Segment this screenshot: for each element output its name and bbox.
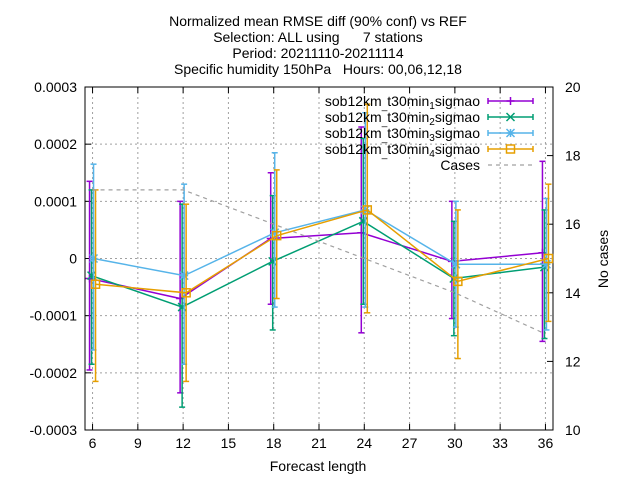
x-tick-label: 33 [492,435,508,451]
data-point [181,288,191,298]
legend: sob12km_t30min1sigmaosob12km_t30min2sigm… [325,93,534,173]
legend-marker [506,97,515,105]
legend-label: sob12km_t30min1sigmao [325,93,480,112]
data-point [453,276,463,287]
title-line-2: Selection: ALL using 7 stations [213,29,423,45]
data-point [451,259,461,269]
title-line-4: Specific humidity 150hPa Hours: 00,06,12… [174,61,462,77]
data-point [362,205,373,215]
legend-marker [505,112,516,122]
x-tick-label: 30 [447,435,463,451]
x-axis-label: Forecast length [270,458,367,474]
legend-marker [505,144,516,154]
series-line [95,209,549,294]
data-point [90,279,101,289]
series-2 [87,137,549,408]
axes: 6 9 12 15 18 21 24 27 30 33 36 -0.0003 -0.0002 -0.000… [30,79,581,451]
data-point [357,228,366,237]
legend-marker [505,128,516,138]
y2-axis-label: No cases [595,230,611,288]
y2-tick-label: 16 [565,216,581,232]
y-tick-label: 0.0001 [34,193,77,209]
x-tick-label: 36 [538,435,554,451]
y-tick-label: 0.0003 [34,79,77,95]
data-point [89,253,99,264]
series-3 [89,111,551,366]
title-line-1: Normalized mean RMSE diff (90% conf) vs … [169,13,467,29]
x-tick-label: 27 [402,435,418,451]
chart-title: Normalized mean RMSE diff (90% conf) vs … [169,13,467,77]
legend-label: sob12km_t30min4sigmao [325,141,480,160]
y2-tick-label: 14 [565,285,581,301]
y-tick-label: 0 [69,251,77,267]
x-tick-label: 24 [357,435,373,451]
y2-tick-label: 10 [565,422,581,438]
data-point [176,294,185,303]
y2-tick-label: 12 [565,353,581,369]
x-tick-label: 9 [134,435,142,451]
x-tick-label: 21 [311,435,327,451]
x-tick-label: 6 [89,435,97,451]
legend-label: sob12km_t30min2sigmao [325,109,480,128]
series-4 [90,103,554,383]
y2-tick-label: 18 [565,148,581,164]
y-tick-label: -0.0003 [30,422,78,438]
legend-label: sob12km_t30min3sigmao [325,125,480,144]
data-point [270,228,280,238]
data-point [541,259,551,269]
series-line [89,232,543,300]
x-tick-label: 15 [221,435,237,451]
x-tick-label: 12 [175,435,191,451]
data-point [538,248,547,257]
x-tick-label: 18 [266,435,282,451]
y-tick-label: -0.0002 [30,365,78,381]
title-line-3: Period: 20211110-20211114 [232,45,403,61]
data-point [271,230,282,241]
series-layer [85,103,554,408]
legend-label: Cases [440,157,480,173]
y2-tick-label: 20 [565,79,581,95]
series-1 [85,126,547,394]
y-tick-label: 0.0002 [34,136,77,152]
data-point [179,271,189,281]
data-point [543,253,554,264]
series-line [93,209,547,277]
y-tick-label: -0.0001 [30,308,78,324]
